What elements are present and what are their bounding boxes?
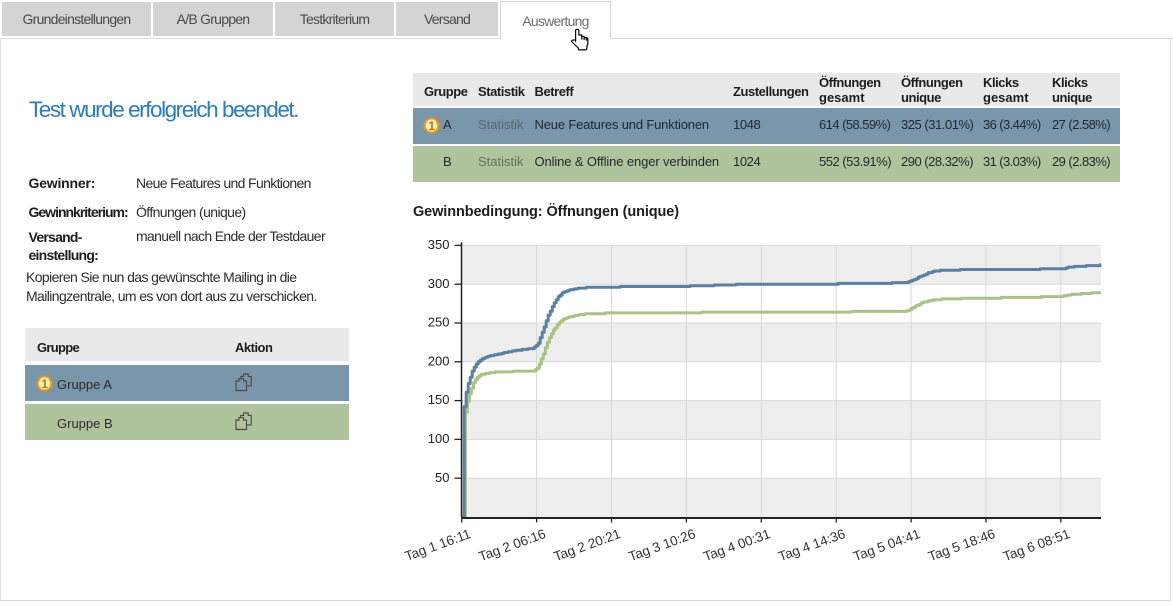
svg-text:250: 250 <box>428 315 450 330</box>
svg-text:Tag 1 16:11: Tag 1 16:11 <box>403 526 473 564</box>
svg-text:350: 350 <box>428 237 450 252</box>
svg-text:50: 50 <box>435 470 449 485</box>
svg-text:Tag 4 14:36: Tag 4 14:36 <box>776 526 847 564</box>
svg-text:1: 1 <box>428 121 435 133</box>
svg-text:200: 200 <box>428 353 450 368</box>
svg-text:Tag 5 18:46: Tag 5 18:46 <box>926 526 997 564</box>
svg-text:Tag 4 00:31: Tag 4 00:31 <box>701 526 772 564</box>
svg-text:Tag 2 06:16: Tag 2 06:16 <box>477 526 548 564</box>
svg-text:150: 150 <box>428 392 450 407</box>
svg-text:Tag 5 04:41: Tag 5 04:41 <box>851 526 922 564</box>
svg-text:1: 1 <box>41 379 48 391</box>
svg-text:Tag 6 08:51: Tag 6 08:51 <box>1001 526 1072 564</box>
svg-text:Tag 2 20:21: Tag 2 20:21 <box>552 526 623 564</box>
svg-text:300: 300 <box>428 276 450 291</box>
svg-text:100: 100 <box>428 431 450 446</box>
svg-text:Tag 3 10:26: Tag 3 10:26 <box>627 526 698 564</box>
